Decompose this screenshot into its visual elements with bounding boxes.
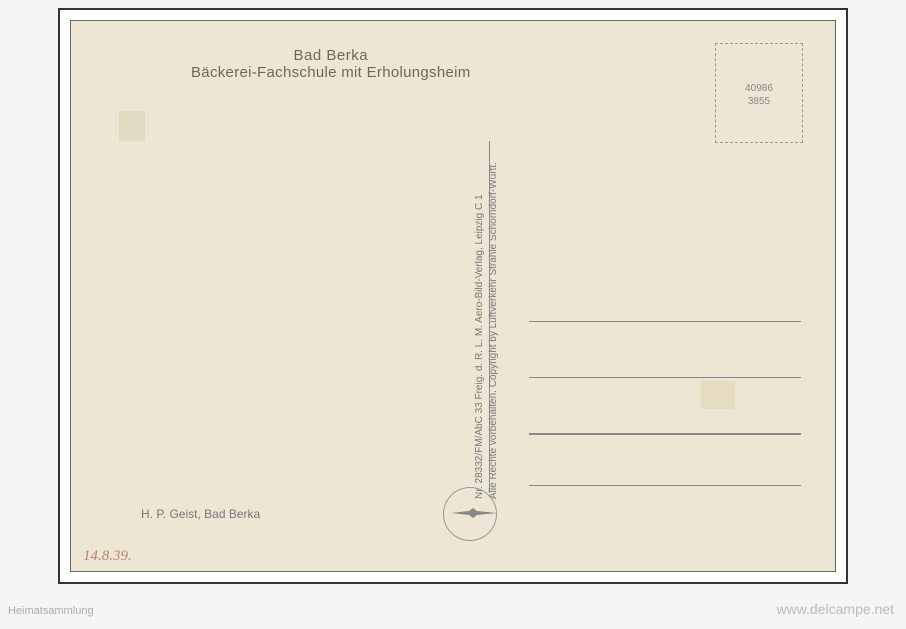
address-line xyxy=(529,377,801,378)
airplane-icon xyxy=(449,507,499,519)
title-description: Bäckerei-Fachschule mit Erholungsheim xyxy=(191,64,471,81)
watermark-source: Heimatsammlung xyxy=(8,605,94,617)
stamp-num-2: 3855 xyxy=(716,95,802,108)
publisher-logo xyxy=(441,485,499,543)
paper-stain xyxy=(119,111,145,141)
copyright-line-2: Nr. 28332/FM/AbC 33 Freig. d. R. L. M. A… xyxy=(474,139,485,499)
address-line xyxy=(529,485,801,486)
stamp-numbers: 40986 3855 xyxy=(716,82,802,108)
vertical-copyright: Alle Rechte vorbehalten. Copyright by Lu… xyxy=(466,139,506,499)
paper-stain xyxy=(701,381,735,409)
address-line xyxy=(529,321,801,322)
stamp-num-1: 40986 xyxy=(716,82,802,95)
center-divider xyxy=(489,141,490,493)
address-line-bold xyxy=(529,433,801,435)
watermark-site: www.delcampe.net xyxy=(776,601,894,617)
title-block: Bad Berka Bäckerei-Fachschule mit Erholu… xyxy=(191,47,471,81)
handwritten-date: 14.8.39. xyxy=(83,548,132,565)
postcard-back: Bad Berka Bäckerei-Fachschule mit Erholu… xyxy=(71,21,835,571)
title-location: Bad Berka xyxy=(191,47,471,64)
publisher-credit: H. P. Geist, Bad Berka xyxy=(141,507,260,521)
inner-frame: Bad Berka Bäckerei-Fachschule mit Erholu… xyxy=(70,20,836,572)
outer-frame: Bad Berka Bäckerei-Fachschule mit Erholu… xyxy=(58,8,848,584)
stamp-placeholder: 40986 3855 xyxy=(715,43,803,143)
